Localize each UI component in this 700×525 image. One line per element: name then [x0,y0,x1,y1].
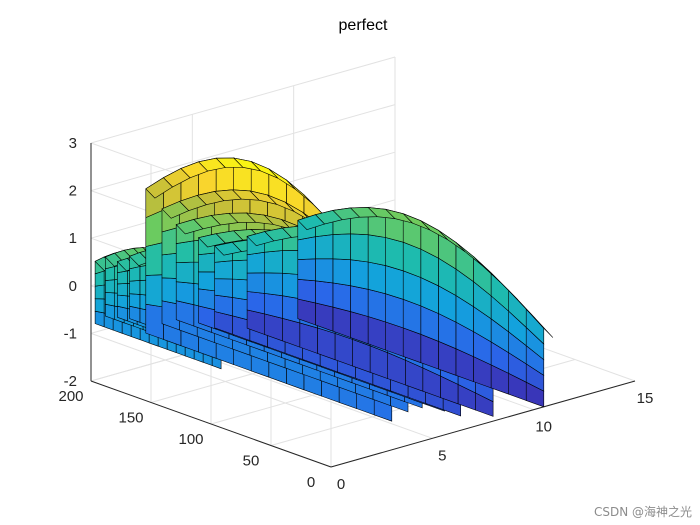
z-tick-label: 1 [69,230,77,247]
y-tick-label: 0 [307,474,315,491]
surface-face [198,271,217,292]
surface-face [281,272,301,300]
surface-face [105,279,115,294]
surface-face [246,251,266,274]
surface-face [105,292,115,307]
surface-face [145,242,164,276]
z-tick-label: 3 [69,135,77,152]
x-tick-label: 5 [438,447,446,464]
surface-face [332,258,351,287]
surface-face [297,278,316,304]
surface-face [297,236,316,260]
surface-face [175,281,195,306]
surface-face [145,303,164,340]
surface-face [129,280,141,295]
x-tick-label: 0 [337,476,345,493]
grid-line [90,332,332,420]
z-tick-label: 0 [69,278,77,295]
surface-face [297,214,326,230]
surface-face [367,316,387,351]
surface-face [350,259,369,290]
x-tick-label: 10 [535,419,552,436]
y-tick-label: 50 [243,453,260,470]
y-tick-label: 150 [118,410,143,427]
grid-line [90,104,396,192]
surface-face [281,249,301,275]
surface-face [367,234,387,266]
surface-face [264,250,283,274]
surface-face [145,274,164,308]
surface-face [94,310,105,328]
surface-face [198,252,217,273]
z-tick-label: 2 [69,183,77,200]
surface-face [117,270,128,285]
surface-face [117,283,128,297]
z-tick-label: -2 [64,373,77,390]
y-tick-label: 200 [58,388,83,405]
surface-face [117,294,128,309]
surface-face [161,201,190,219]
surface-face [145,177,173,199]
x-tick-label: 15 [637,390,654,407]
surface-face [315,280,334,308]
surface-face [350,233,369,263]
surface-face [367,288,387,323]
surface-face [264,272,283,297]
surface-face [175,240,195,264]
surface-face [385,265,404,300]
surface-face [197,233,226,248]
watermark: CSDN @海神之光 [593,505,692,519]
surface-face [246,231,275,247]
surface-face [175,219,204,235]
surface-face [315,258,334,284]
surface-face [315,234,334,260]
surface-face [297,258,316,282]
y-axis-line [90,380,332,468]
surface-face [332,282,351,312]
surface-face [332,233,351,261]
chart-title: perfect [339,17,388,34]
y-tick-label: 100 [178,431,203,448]
surface-face [281,295,301,324]
surface-face [385,237,404,272]
surface-face [264,293,283,319]
surface-face [214,241,242,256]
surface-face [214,260,233,280]
surface-face [367,261,387,295]
surface-face [94,284,105,300]
surface-face [385,293,404,329]
surface-face [246,272,266,294]
surface-face [94,298,105,314]
surface-face [175,261,195,284]
grid-line [90,56,396,144]
surface-face [350,285,369,317]
surface-face [214,278,233,298]
z-tick-label: -1 [64,325,77,342]
x-axis-line [330,380,636,468]
surface-face [246,291,266,315]
surface-face [129,293,141,309]
